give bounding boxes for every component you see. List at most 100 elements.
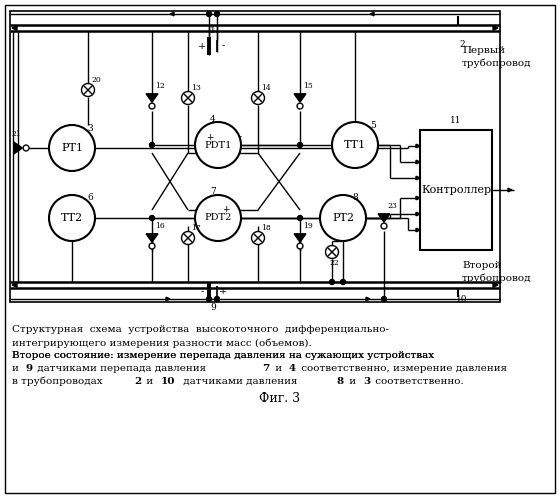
Circle shape [381,223,387,229]
Text: Контроллер: Контроллер [421,185,491,195]
Text: 2: 2 [459,39,465,48]
Text: соответственно.: соответственно. [372,377,464,386]
Circle shape [149,243,155,249]
Text: 1: 1 [210,25,216,34]
Text: и: и [346,377,359,386]
Text: 3: 3 [87,123,93,133]
Text: PDT1: PDT1 [204,141,232,150]
Text: 19: 19 [303,222,313,230]
Text: Первый: Первый [462,45,505,54]
Circle shape [150,143,155,148]
Circle shape [325,246,338,258]
Circle shape [181,91,194,104]
Polygon shape [14,142,22,154]
Circle shape [297,103,303,109]
Text: 10: 10 [456,295,468,304]
Text: в трубопроводах: в трубопроводах [12,377,106,387]
Circle shape [82,83,95,96]
Text: 9: 9 [210,303,216,312]
Circle shape [297,143,302,148]
Circle shape [329,279,334,284]
Bar [10,11,500,302]
Text: +: + [219,287,227,296]
Polygon shape [416,176,420,180]
Polygon shape [416,196,420,200]
Text: датчиками давления: датчиками давления [180,377,300,386]
Polygon shape [416,144,420,148]
Text: 6: 6 [87,194,93,203]
Text: 8: 8 [337,377,343,386]
Circle shape [149,103,155,109]
Polygon shape [12,26,17,30]
Circle shape [207,296,212,301]
Text: 7: 7 [262,364,269,373]
Text: соответственно, измерение давления: соответственно, измерение давления [298,364,507,373]
Text: интегрирующего измерения разности масс (объемов).: интегрирующего измерения разности масс (… [12,338,312,347]
Text: трубопровод: трубопровод [462,58,531,68]
Polygon shape [416,212,420,216]
Text: 9: 9 [25,364,32,373]
Circle shape [381,296,386,301]
Text: PDT2: PDT2 [204,214,232,223]
Text: -: - [194,206,198,215]
Text: PT2: PT2 [332,213,354,223]
Text: 20: 20 [91,76,101,84]
Circle shape [320,195,366,241]
Text: +: + [198,41,206,50]
Text: -: - [221,41,225,50]
Text: 18: 18 [261,224,271,232]
Text: 16: 16 [155,222,165,230]
Text: 15: 15 [303,82,313,90]
Circle shape [297,243,303,249]
Text: +: + [222,206,230,215]
Text: 22: 22 [329,259,339,267]
Text: 11: 11 [450,115,462,124]
Polygon shape [146,234,158,242]
Bar [420,130,492,250]
Polygon shape [12,283,17,287]
Text: 7: 7 [210,188,216,197]
Circle shape [214,11,220,16]
Text: 17: 17 [191,224,201,232]
Text: +: + [206,133,214,142]
Polygon shape [416,160,420,164]
Text: датчиками перепада давления: датчиками перепада давления [34,364,210,373]
Text: Второе состояние: измерение перепада давления на сужающих устройствах: Второе состояние: измерение перепада дав… [12,351,437,360]
Circle shape [332,122,378,168]
Circle shape [251,91,264,104]
Circle shape [297,216,302,221]
Polygon shape [416,228,420,232]
Text: Второй: Второй [462,260,502,269]
Circle shape [214,296,220,301]
Circle shape [49,195,95,241]
Text: 8: 8 [352,194,358,203]
Text: и: и [143,377,157,386]
Text: Фиг. 3: Фиг. 3 [259,392,301,405]
Text: -: - [200,287,204,296]
Polygon shape [146,94,158,102]
Text: Структурная  схема  устройства  высокоточного  дифференциально-: Структурная схема устройства высокоточно… [12,325,389,334]
Text: Второе состояние: измерение перепада давления на сужающих устройствах: Второе состояние: измерение перепада дав… [12,351,437,360]
Text: TT1: TT1 [344,140,366,150]
Text: TT2: TT2 [61,213,83,223]
Polygon shape [166,297,170,301]
Text: 5: 5 [370,120,376,130]
Circle shape [340,279,346,284]
Text: трубопровод: трубопровод [462,273,531,283]
Text: и: и [12,364,22,373]
Polygon shape [170,12,174,16]
Text: и: и [272,364,285,373]
Text: 23: 23 [387,202,397,210]
Text: 13: 13 [191,84,201,92]
Circle shape [16,146,21,151]
Polygon shape [294,234,306,242]
Text: -: - [239,133,241,142]
Text: PT1: PT1 [61,143,83,153]
Polygon shape [378,214,390,222]
Circle shape [49,125,95,171]
Circle shape [195,195,241,241]
Polygon shape [366,297,370,301]
Polygon shape [370,12,374,16]
Text: 12: 12 [155,82,165,90]
Circle shape [207,11,212,16]
